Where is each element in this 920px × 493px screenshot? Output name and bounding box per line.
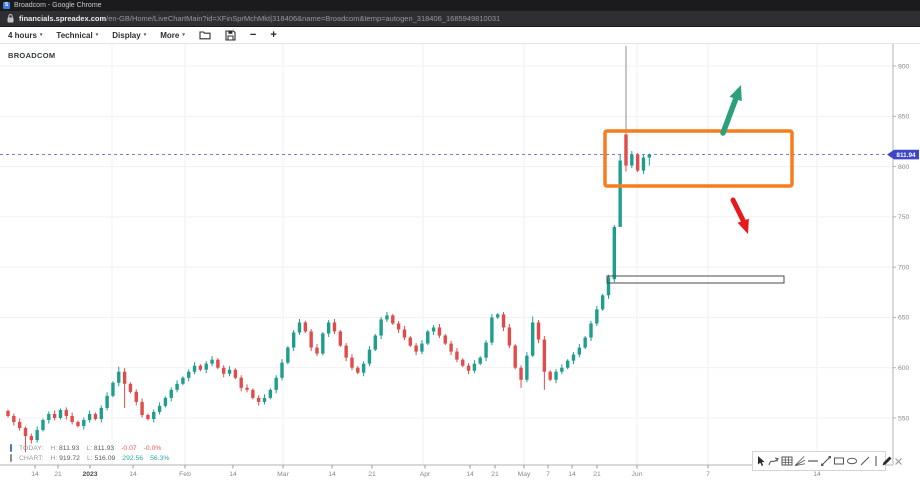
menu-display[interactable]: Display ▾ xyxy=(112,30,147,40)
ellipse-icon[interactable] xyxy=(846,455,858,468)
svg-text:14: 14 xyxy=(466,471,474,478)
curve-arrow-icon[interactable] xyxy=(768,455,780,468)
svg-text:850: 850 xyxy=(898,114,910,121)
svg-text:14: 14 xyxy=(229,471,237,478)
trend-lines-icon[interactable] xyxy=(794,455,806,468)
svg-text:811.94: 811.94 xyxy=(896,152,916,159)
svg-text:14: 14 xyxy=(129,471,137,478)
legend-today-row: TODAY: H: 811.93 L: 811.93 -0.07 -0.0% xyxy=(10,444,161,452)
svg-text:14: 14 xyxy=(31,471,39,478)
drawing-toolbar xyxy=(752,451,902,471)
chart-menubar: 4 hours ▾ Technical ▾ Display ▾ More ▾ −… xyxy=(0,27,920,44)
thin-annotation-box[interactable] xyxy=(606,275,785,284)
svg-text:21: 21 xyxy=(368,471,376,478)
chart-symbol: BROADCOM xyxy=(8,51,56,60)
favicon: S xyxy=(3,2,10,9)
price-axis-labels: 900 850 800 750 700 650 600 550 xyxy=(893,63,910,422)
chart-change-pct: 56.3% xyxy=(150,454,170,462)
pointer-icon[interactable] xyxy=(756,455,767,468)
url-text[interactable]: financials.spreadex.com/en-GB/Home/LiveC… xyxy=(19,14,500,23)
chevron-down-icon: ▾ xyxy=(143,32,147,38)
today-label: TODAY: xyxy=(19,444,44,452)
gridlines xyxy=(0,44,893,465)
svg-text:900: 900 xyxy=(898,63,910,70)
zoom-in-button[interactable]: + xyxy=(270,29,277,41)
svg-text:14: 14 xyxy=(568,471,576,478)
close-icon[interactable] xyxy=(894,455,903,468)
menu-technical[interactable]: Technical ▾ xyxy=(56,30,99,40)
svg-text:21: 21 xyxy=(593,471,601,478)
chart-change: 292.56 xyxy=(122,454,144,462)
address-bar[interactable]: financials.spreadex.com/en-GB/Home/LiveC… xyxy=(0,11,920,27)
chart-marker-icon xyxy=(10,454,12,462)
svg-text:14: 14 xyxy=(328,471,336,478)
menu-timeframe[interactable]: 4 hours ▾ xyxy=(8,30,43,40)
chevron-down-icon: ▾ xyxy=(182,32,185,38)
legend-chart-row: CHART: H: 919.72 L: 516.09 292.56 56.3% xyxy=(10,454,169,462)
diagonal-line-icon[interactable] xyxy=(859,455,871,468)
svg-text:21: 21 xyxy=(491,471,499,478)
horizontal-line-icon[interactable] xyxy=(807,455,819,468)
zoom-out-button[interactable]: − xyxy=(249,29,257,41)
open-folder-icon[interactable] xyxy=(199,30,211,40)
svg-text:7: 7 xyxy=(706,471,710,478)
svg-text:750: 750 xyxy=(898,214,910,221)
url-domain: financials.spreadex.com xyxy=(19,14,107,23)
candlesticks xyxy=(6,45,651,453)
menu-more[interactable]: More ▾ xyxy=(160,30,185,40)
chevron-down-icon: ▾ xyxy=(39,32,43,38)
svg-text:Apr: Apr xyxy=(420,471,431,478)
svg-text:800: 800 xyxy=(898,164,910,171)
today-change-pct: -0.0% xyxy=(143,444,162,452)
up-arrow-annotation[interactable] xyxy=(720,85,742,136)
chart-label: CHART: xyxy=(19,454,44,462)
save-icon[interactable] xyxy=(225,29,236,41)
svg-text:600: 600 xyxy=(898,365,910,372)
browser-titlebar: S Broadcom - Google Chrome xyxy=(0,0,920,11)
trendline-icon[interactable] xyxy=(820,455,832,468)
today-change: -0.07 xyxy=(121,444,137,452)
svg-text:700: 700 xyxy=(898,264,910,271)
chart-canvas[interactable]: 900 850 800 750 700 650 600 550 14 21 2023 14 Feb 14 M… xyxy=(0,44,920,493)
lock-icon xyxy=(7,14,14,23)
today-low: 811.93 xyxy=(93,444,115,452)
window-title: Broadcom - Google Chrome xyxy=(14,2,102,9)
rectangle-icon[interactable] xyxy=(833,455,845,468)
svg-text:14: 14 xyxy=(813,471,821,478)
pencil-icon[interactable] xyxy=(881,455,893,468)
svg-text:Jun: Jun xyxy=(632,471,643,478)
down-arrow-annotation[interactable] xyxy=(730,197,749,234)
current-price-badge: 811.94 xyxy=(887,149,919,160)
svg-text:550: 550 xyxy=(898,415,910,422)
svg-text:21: 21 xyxy=(54,471,62,478)
time-axis-labels: 14 21 2023 14 Feb 14 Mar 14 21 Apr 14 21 May 7 14 21 Jun… xyxy=(31,465,821,478)
chart-high: 919.72 xyxy=(59,454,80,462)
url-path: /en-GB/Home/LiveChartMain?id=XFinSprMchM… xyxy=(106,14,501,23)
orange-annotation-box[interactable] xyxy=(603,129,794,188)
svg-text:Feb: Feb xyxy=(179,471,191,478)
chevron-down-icon: ▾ xyxy=(95,32,99,38)
svg-text:Mar: Mar xyxy=(277,471,289,478)
svg-text:7: 7 xyxy=(546,471,550,478)
svg-text:2023: 2023 xyxy=(82,471,97,478)
svg-text:650: 650 xyxy=(898,315,910,322)
chart-low: 516.09 xyxy=(94,454,116,462)
grid-icon[interactable] xyxy=(781,455,793,468)
svg-text:May: May xyxy=(518,471,531,478)
vertical-line-icon[interactable] xyxy=(872,455,880,468)
today-marker-icon xyxy=(10,444,12,452)
today-high: 811.93 xyxy=(59,444,80,452)
